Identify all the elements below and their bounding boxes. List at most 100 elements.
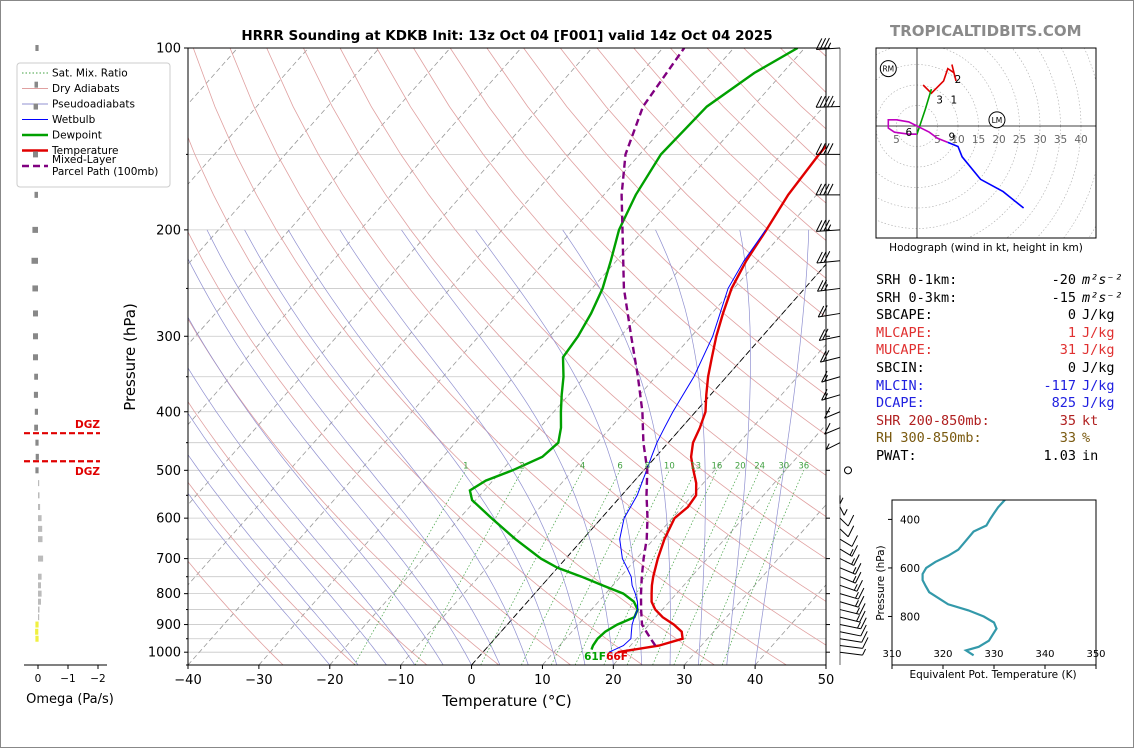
dry-adiabat: [188, 481, 356, 665]
hodograph-ring-label: 15: [972, 134, 985, 146]
dry-adiabat: [339, 48, 826, 560]
stats-unit: %: [1082, 430, 1091, 447]
stats-label: SRH 0-1km:: [876, 272, 958, 288]
series-temperature: [617, 144, 826, 654]
mixing-ratio-line: [574, 470, 670, 665]
wind-barb-flag: [823, 219, 830, 232]
wind-barb-staff: [839, 593, 859, 600]
mixing-ratio-label: 2: [519, 461, 524, 471]
isotherm: [258, 48, 805, 665]
theta-e-plot: [921, 500, 1007, 657]
dry-adiabat: [188, 231, 571, 665]
legend-entry: Dry Adiabats: [52, 83, 120, 95]
wind-barb-flag: [819, 143, 826, 155]
stats-value: 33: [1059, 430, 1076, 447]
wind-barb-flag: [824, 284, 829, 291]
stats-value: 1: [1067, 324, 1076, 341]
wind-barb-flag: [823, 350, 830, 362]
x-tick-label: −30: [245, 673, 272, 688]
x-axis-label: Temperature (°C): [441, 692, 571, 710]
omega-bar: [38, 555, 44, 562]
wind-barb: [815, 95, 841, 108]
wind-barb-staff: [839, 558, 854, 566]
y-tick-label: 1000: [148, 646, 181, 661]
omega-bar: [33, 333, 38, 340]
mixing-ratio-line: [626, 470, 718, 665]
storm-motion-label-rm: RM: [882, 65, 894, 74]
mixing-ratio-line: [550, 470, 648, 665]
wind-barb-flag: [847, 525, 855, 537]
hodograph-segment: [947, 141, 1025, 209]
theta-e-x-tick-label: 320: [933, 649, 952, 660]
wind-barb-staff: [839, 638, 862, 643]
y-tick-label: 700: [156, 552, 181, 567]
wind-barb: [839, 603, 866, 615]
wind-barb-flag: [854, 591, 859, 599]
stats-table: SRH 0-1km: -20 m²s⁻² SRH 0-3km: -15 m²s⁻² SBCA…: [876, 272, 1123, 466]
stats-row: RH 300-850mb: 33%: [876, 430, 1123, 448]
wind-barb-flag: [856, 580, 863, 592]
omega-bar: [33, 354, 38, 361]
wind-barb-flag: [861, 631, 868, 643]
theta-e-y-tick-label: 400: [900, 514, 920, 526]
wind-barb: [839, 514, 855, 527]
wind-barb-flag: [859, 610, 866, 623]
wind-barb: [815, 37, 841, 50]
mixing-ratio-line: [673, 470, 760, 665]
legend-box: [16, 62, 171, 188]
wind-barb-flag: [827, 42, 832, 49]
isotherm: [188, 48, 735, 665]
mixing-ratio-label: 4: [580, 461, 585, 471]
stats-row: PWAT: 1.03 in: [876, 448, 1123, 466]
omega-panel: 0 −1 −2 Omega (Pa/s) DGZ DGZ: [24, 45, 114, 707]
theta-e-x-tick-label: 340: [1035, 649, 1054, 660]
pseudoadiabat: [401, 229, 614, 665]
omega-bar: [35, 621, 39, 628]
wind-barb-flag: [857, 587, 865, 600]
dgz-label: DGZ: [75, 419, 100, 431]
wind-barb-staff: [839, 506, 845, 516]
wind-barb-flag: [827, 143, 834, 155]
wind-barb-flag: [857, 595, 865, 608]
omega-tick-label: −2: [90, 673, 105, 685]
theta-e-axes: 310 320 330 340 350 400 600 800: [882, 514, 1106, 669]
omega-bar: [35, 467, 39, 474]
wind-barb: [839, 554, 860, 566]
omega-x-label: Omega (Pa/s): [26, 692, 114, 707]
hodograph-segment: [922, 64, 957, 95]
theta-e-x-label: Equivalent Pot. Temperature (K): [909, 669, 1076, 681]
theta-e-x-tick-label: 330: [984, 649, 1003, 660]
wind-barb: [839, 617, 867, 630]
wind-barb-flag: [857, 621, 861, 629]
omega-bar: [38, 525, 43, 532]
wind-barb-staff: [839, 609, 860, 615]
wind-barb: [821, 370, 841, 383]
hodograph-ring-label: 25: [1013, 134, 1026, 146]
storm-motion-label-lm: LM: [992, 116, 1003, 125]
storm-motion-rm: [879, 60, 897, 78]
stats-value: 35: [1059, 412, 1076, 429]
mixing-ratio-line: [699, 470, 785, 665]
wind-barb: [825, 442, 841, 450]
wind-barb: [839, 525, 855, 538]
y-axis-label: Pressure (hPa): [121, 303, 139, 411]
dry-adiabat: [559, 48, 826, 318]
legend-entry-line: Dry Adiabats: [52, 83, 120, 95]
wind-barb: [839, 587, 865, 600]
omega-bar: [31, 257, 38, 264]
mixing-ratio-line: [603, 470, 697, 665]
legend-entry-line: Temperature: [51, 145, 119, 157]
hodograph-frame: [875, 47, 1097, 239]
omega-bar: [38, 492, 40, 499]
x-tick-label: 10: [534, 673, 551, 688]
mixing-ratio-line: [414, 470, 523, 665]
stats-unit: in: [1082, 447, 1099, 464]
theta-e-x-tick-label: 350: [1086, 649, 1105, 660]
omega-bar: [35, 45, 39, 51]
omega-bar: [38, 606, 40, 613]
wind-barb-flag: [823, 143, 830, 155]
wind-barb-flag: [843, 509, 848, 516]
mixing-ratio-label: 8: [645, 461, 650, 471]
mixing-ratio-label: 1: [463, 461, 468, 471]
